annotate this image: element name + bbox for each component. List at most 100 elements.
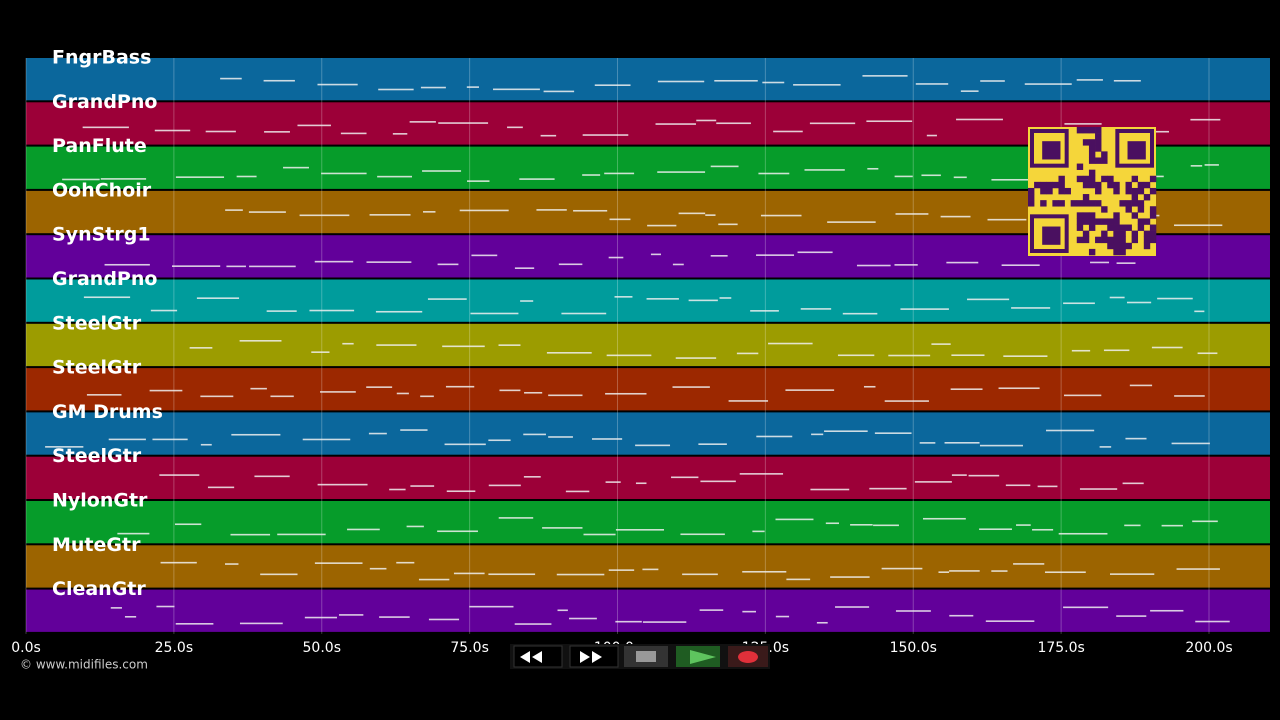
- note: [317, 483, 368, 486]
- note: [797, 251, 833, 254]
- qr-module: [1046, 187, 1053, 195]
- note: [200, 443, 212, 446]
- note: [423, 211, 436, 213]
- note: [453, 572, 485, 575]
- time-tick-label: 0.0s: [11, 640, 41, 656]
- qr-module: [1137, 200, 1145, 207]
- note: [582, 174, 601, 176]
- qr-module: [1137, 206, 1145, 213]
- note: [561, 312, 607, 315]
- note: [719, 297, 732, 299]
- note: [558, 263, 583, 266]
- qr-module: [1088, 151, 1096, 158]
- note: [309, 309, 355, 312]
- note: [156, 605, 175, 608]
- qr-module: [1149, 230, 1157, 238]
- qr-module: [1101, 218, 1108, 225]
- note: [614, 296, 633, 298]
- stop-button[interactable]: [624, 646, 668, 667]
- qr-module: [1119, 242, 1126, 250]
- record-button[interactable]: [728, 646, 768, 667]
- note: [556, 573, 605, 576]
- note: [1194, 310, 1205, 313]
- qr-finder-core: [1042, 141, 1061, 160]
- note: [467, 180, 490, 182]
- qr-finder: [1030, 129, 1069, 168]
- note: [546, 352, 592, 354]
- qr-module: [1040, 200, 1047, 207]
- note: [728, 400, 769, 402]
- rewind-button[interactable]: [513, 645, 563, 668]
- note: [1174, 395, 1205, 397]
- note: [239, 622, 283, 625]
- track-name: SteelGtr: [52, 357, 142, 379]
- note: [894, 175, 913, 178]
- note: [1079, 488, 1118, 490]
- qr-module: [1095, 127, 1102, 134]
- note: [427, 298, 467, 300]
- track-name: NylonGtr: [52, 490, 148, 512]
- track-band: [26, 368, 1270, 411]
- qr-module: [1101, 230, 1108, 238]
- qr-module: [1125, 187, 1132, 195]
- note: [1037, 485, 1058, 488]
- note: [1058, 532, 1108, 535]
- note: [565, 490, 590, 493]
- note: [938, 571, 950, 573]
- note: [302, 438, 351, 441]
- note: [1151, 346, 1183, 349]
- time-tick-label: 150.0s: [890, 640, 937, 656]
- play-button[interactable]: [676, 646, 720, 667]
- note: [953, 176, 967, 179]
- note: [445, 385, 475, 388]
- note: [921, 174, 941, 177]
- qr-module: [1076, 218, 1084, 225]
- note: [239, 340, 282, 342]
- note: [752, 530, 765, 533]
- note: [922, 517, 966, 520]
- note: [944, 442, 980, 444]
- note: [540, 134, 557, 137]
- note: [442, 345, 485, 348]
- track-name: PanFlute: [52, 135, 147, 157]
- qr-module: [1113, 187, 1120, 195]
- qr-module: [1113, 242, 1120, 250]
- qr-module: [1131, 200, 1139, 207]
- note: [1064, 123, 1102, 125]
- note: [816, 621, 828, 624]
- qr-module: [1058, 200, 1065, 207]
- qr-module: [1028, 200, 1035, 207]
- qr-module: [1113, 212, 1120, 219]
- qr-module: [1034, 181, 1041, 189]
- qr-module: [1101, 151, 1108, 158]
- qr-module: [1082, 230, 1090, 238]
- note: [304, 616, 337, 619]
- note: [108, 438, 146, 441]
- note: [1016, 524, 1031, 526]
- qr-module: [1125, 224, 1132, 231]
- fast-forward-button[interactable]: [569, 645, 619, 668]
- note: [507, 126, 523, 129]
- note: [657, 171, 706, 173]
- note: [86, 394, 122, 396]
- qr-module: [1070, 200, 1078, 207]
- transport-controls: [510, 644, 770, 669]
- note: [389, 488, 406, 491]
- note: [786, 578, 811, 581]
- note: [919, 442, 936, 444]
- note: [154, 129, 191, 132]
- note: [608, 569, 635, 571]
- note: [378, 88, 414, 91]
- note: [1099, 446, 1112, 448]
- note: [100, 178, 147, 180]
- qr-module: [1131, 175, 1139, 183]
- qr-module: [1082, 139, 1090, 146]
- note: [347, 528, 380, 531]
- note: [366, 386, 393, 388]
- time-tick-label: 50.0s: [303, 640, 341, 656]
- note: [682, 573, 718, 576]
- qr-module: [1137, 187, 1145, 195]
- qr-module: [1149, 187, 1157, 195]
- note: [392, 133, 408, 135]
